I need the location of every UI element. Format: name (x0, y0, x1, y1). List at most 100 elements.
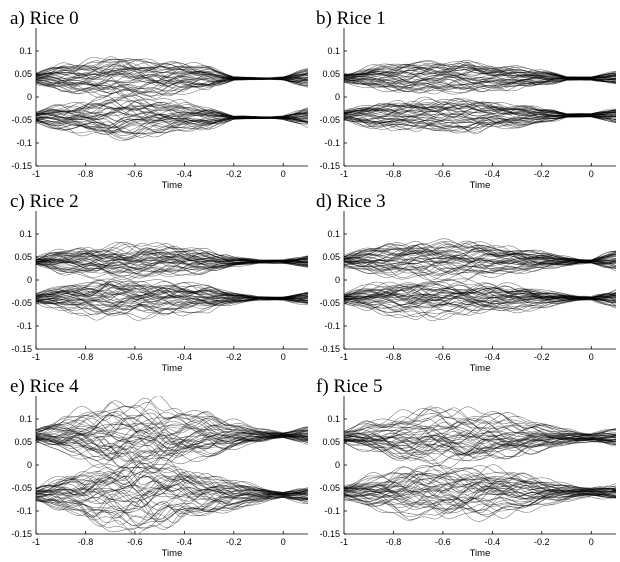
x-tick-label: -1 (340, 352, 348, 362)
x-tick-label: -0.4 (485, 537, 501, 547)
trace-line (344, 253, 616, 265)
x-tick-label: -0.4 (177, 169, 193, 179)
trace-line (344, 116, 616, 132)
trace-line (36, 107, 308, 118)
trace-line (344, 61, 616, 78)
trace-line (344, 494, 616, 522)
y-tick-label: 0.05 (14, 69, 32, 79)
x-axis-label: Time (162, 180, 183, 191)
trace-line (344, 496, 616, 520)
x-tick-label: -0.4 (485, 352, 501, 362)
trace-line (36, 457, 308, 493)
trace-line (344, 419, 616, 437)
trace-line (36, 463, 308, 494)
x-tick-label: -0.2 (226, 169, 242, 179)
x-axis-label: Time (470, 180, 491, 191)
y-tick-label: 0.05 (322, 252, 340, 262)
x-tick-label: -1 (340, 169, 348, 179)
trace-line (36, 486, 308, 511)
x-tick-label: 0 (281, 169, 286, 179)
trace-line (344, 298, 616, 313)
trace-line (344, 280, 616, 297)
x-tick-label: -0.4 (177, 352, 193, 362)
trace-line (344, 494, 616, 521)
trace-line (36, 497, 308, 530)
trace-line (36, 426, 308, 449)
x-tick-label: -0.2 (226, 537, 242, 547)
trace-line (344, 437, 616, 456)
trace-line (344, 431, 616, 452)
trace-line (344, 238, 616, 262)
trace-line (36, 297, 308, 310)
y-tick-label: 0 (27, 460, 32, 470)
trace-line (344, 434, 616, 449)
x-axis-label: Time (162, 548, 183, 559)
x-axis-label: Time (470, 548, 491, 559)
trace-line (344, 295, 616, 305)
trace-line (36, 258, 308, 269)
trace-line (36, 276, 308, 298)
x-tick-label: -0.6 (435, 352, 451, 362)
y-tick-label: -0.05 (319, 115, 340, 125)
x-tick-label: -0.8 (78, 537, 94, 547)
trace-line (36, 242, 308, 261)
y-tick-label: -0.05 (11, 115, 32, 125)
trace-line (36, 487, 308, 505)
trace-line (36, 462, 308, 493)
y-tick-label: 0.1 (327, 229, 340, 239)
panel-1: a) Rice 0 -0.15 -0.1 -0.05 0 0.05 0.1 -1 -0.8 -0.… (10, 8, 308, 191)
trace-line (36, 295, 308, 308)
y-tick-label: -0.1 (324, 138, 340, 148)
panel-title: d) Rice 3 (316, 191, 386, 212)
trace-line (344, 415, 616, 435)
trace-line (344, 435, 616, 455)
trace-line (344, 434, 616, 456)
x-tick-label: -0.4 (177, 537, 193, 547)
trace-line (36, 496, 308, 527)
x-tick-label: -0.2 (226, 352, 242, 362)
x-tick-label: 0 (281, 352, 286, 362)
x-axis-label: Time (162, 363, 183, 374)
trace-line (344, 488, 616, 509)
trace-line (36, 477, 308, 496)
trace-line (344, 470, 616, 490)
trace-line (344, 465, 616, 489)
trace-line (36, 497, 308, 527)
trace-line (36, 262, 308, 277)
trace-line (36, 248, 308, 261)
y-tick-label: 0.05 (14, 437, 32, 447)
y-tick-label: 0 (335, 275, 340, 285)
trace-line (344, 78, 616, 92)
panel-2: b) Rice 1 -0.15 -0.1 -0.05 0 0.05 0.1 -1 -0.8 -0.… (316, 8, 616, 191)
trace-line (36, 423, 308, 443)
trace-line (344, 102, 616, 115)
y-tick-label: -0.15 (11, 529, 32, 539)
trace-line (344, 262, 616, 281)
trace-line (344, 287, 616, 301)
trace-group (344, 406, 616, 522)
trace-line (36, 436, 308, 469)
trace-line (36, 286, 308, 301)
x-tick-label: -1 (32, 537, 40, 547)
trace-group (36, 241, 308, 321)
trace-line (344, 260, 616, 274)
y-tick-label: -0.15 (319, 344, 340, 354)
trace-line (344, 72, 616, 81)
x-tick-label: -0.8 (78, 352, 94, 362)
y-tick-label: 0.1 (19, 414, 32, 424)
x-tick-label: -0.8 (386, 537, 402, 547)
trace-line (344, 417, 616, 436)
panel-title: c) Rice 2 (10, 191, 79, 212)
y-tick-label: -0.05 (319, 483, 340, 493)
trace-line (36, 495, 308, 525)
y-tick-label: 0.1 (19, 46, 32, 56)
trace-line (344, 494, 616, 511)
trace-line (36, 262, 308, 282)
y-tick-label: 0.1 (327, 46, 340, 56)
trace-line (36, 471, 308, 495)
trace-line (36, 463, 308, 494)
x-tick-label: -0.2 (534, 537, 550, 547)
trace-line (36, 497, 308, 534)
trace-line (344, 299, 616, 318)
